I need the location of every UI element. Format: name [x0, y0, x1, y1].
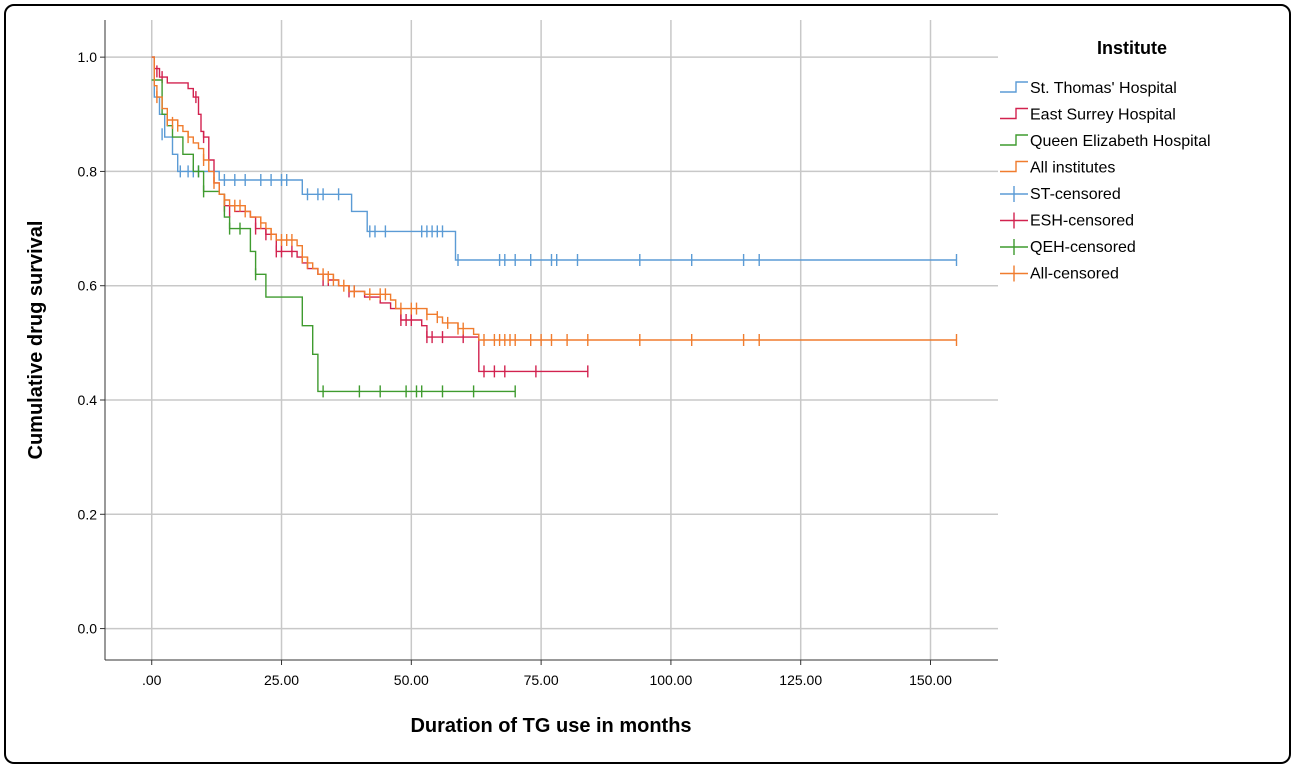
- legend-label: St. Thomas' Hospital: [1030, 80, 1177, 97]
- legend-item: ESH-censored: [1000, 212, 1134, 230]
- y-tick-label: 1.0: [78, 49, 98, 65]
- x-tick-label: 150.00: [909, 672, 952, 688]
- x-tick-label: 75.00: [524, 672, 559, 688]
- axes: [100, 20, 998, 665]
- legend-item: QEH-censored: [1000, 239, 1136, 256]
- legend-item: East Surrey Hospital: [1000, 107, 1176, 124]
- legend: Institute St. Thomas' Hospital East Surre…: [1000, 38, 1211, 283]
- y-tick-label: 0.0: [78, 621, 98, 637]
- x-tick-label: 125.00: [779, 672, 822, 688]
- y-tick-label: 0.2: [78, 506, 98, 522]
- legend-label: East Surrey Hospital: [1030, 107, 1176, 124]
- legend-item: St. Thomas' Hospital: [1000, 80, 1177, 97]
- legend-swatch: [1000, 265, 1028, 282]
- x-tick-label: .00: [142, 672, 162, 688]
- legend-label: QEH-censored: [1030, 239, 1136, 256]
- legend-title: Institute: [1097, 38, 1167, 58]
- legend-swatch: [1000, 186, 1028, 202]
- x-tick-label: 100.00: [649, 672, 692, 688]
- legend-swatch: [1000, 81, 1028, 93]
- legend-swatch: [1000, 212, 1028, 229]
- legend-swatch: [1000, 107, 1028, 120]
- legend-item: Queen Elizabeth Hospital: [1000, 133, 1211, 150]
- legend-label: ESH-censored: [1030, 213, 1134, 230]
- km-chart: .00 25.00 50.00 75.00 100.00 125.00 150.00 0.0 0…: [25, 20, 1211, 737]
- legend-item: ST-censored: [1000, 186, 1121, 203]
- y-axis-label: Cumulative drug survival: [25, 221, 47, 460]
- x-tick-label: 50.00: [394, 672, 429, 688]
- series-group: [151, 56, 958, 398]
- x-axis-label: Duration of TG use in months: [410, 715, 691, 737]
- legend-label: Queen Elizabeth Hospital: [1030, 133, 1211, 150]
- legend-swatch: [1000, 160, 1028, 173]
- series-line-2: [151, 79, 516, 393]
- legend-item: All institutes: [1000, 160, 1115, 177]
- legend-label: All institutes: [1030, 160, 1115, 177]
- tick-labels: .00 25.00 50.00 75.00 100.00 125.00 150.00 0.0 0…: [78, 49, 953, 688]
- legend-swatch: [1000, 239, 1028, 255]
- legend-label: All-censored: [1030, 266, 1119, 283]
- y-tick-label: 0.8: [78, 163, 98, 179]
- y-tick-label: 0.4: [78, 392, 98, 408]
- grid: [105, 20, 998, 660]
- x-tick-label: 25.00: [264, 672, 299, 688]
- legend-item: All-censored: [1000, 265, 1119, 283]
- legend-swatch: [1000, 134, 1028, 146]
- legend-label: ST-censored: [1030, 186, 1121, 203]
- y-tick-label: 0.6: [78, 278, 98, 294]
- series-line-0: [151, 56, 957, 261]
